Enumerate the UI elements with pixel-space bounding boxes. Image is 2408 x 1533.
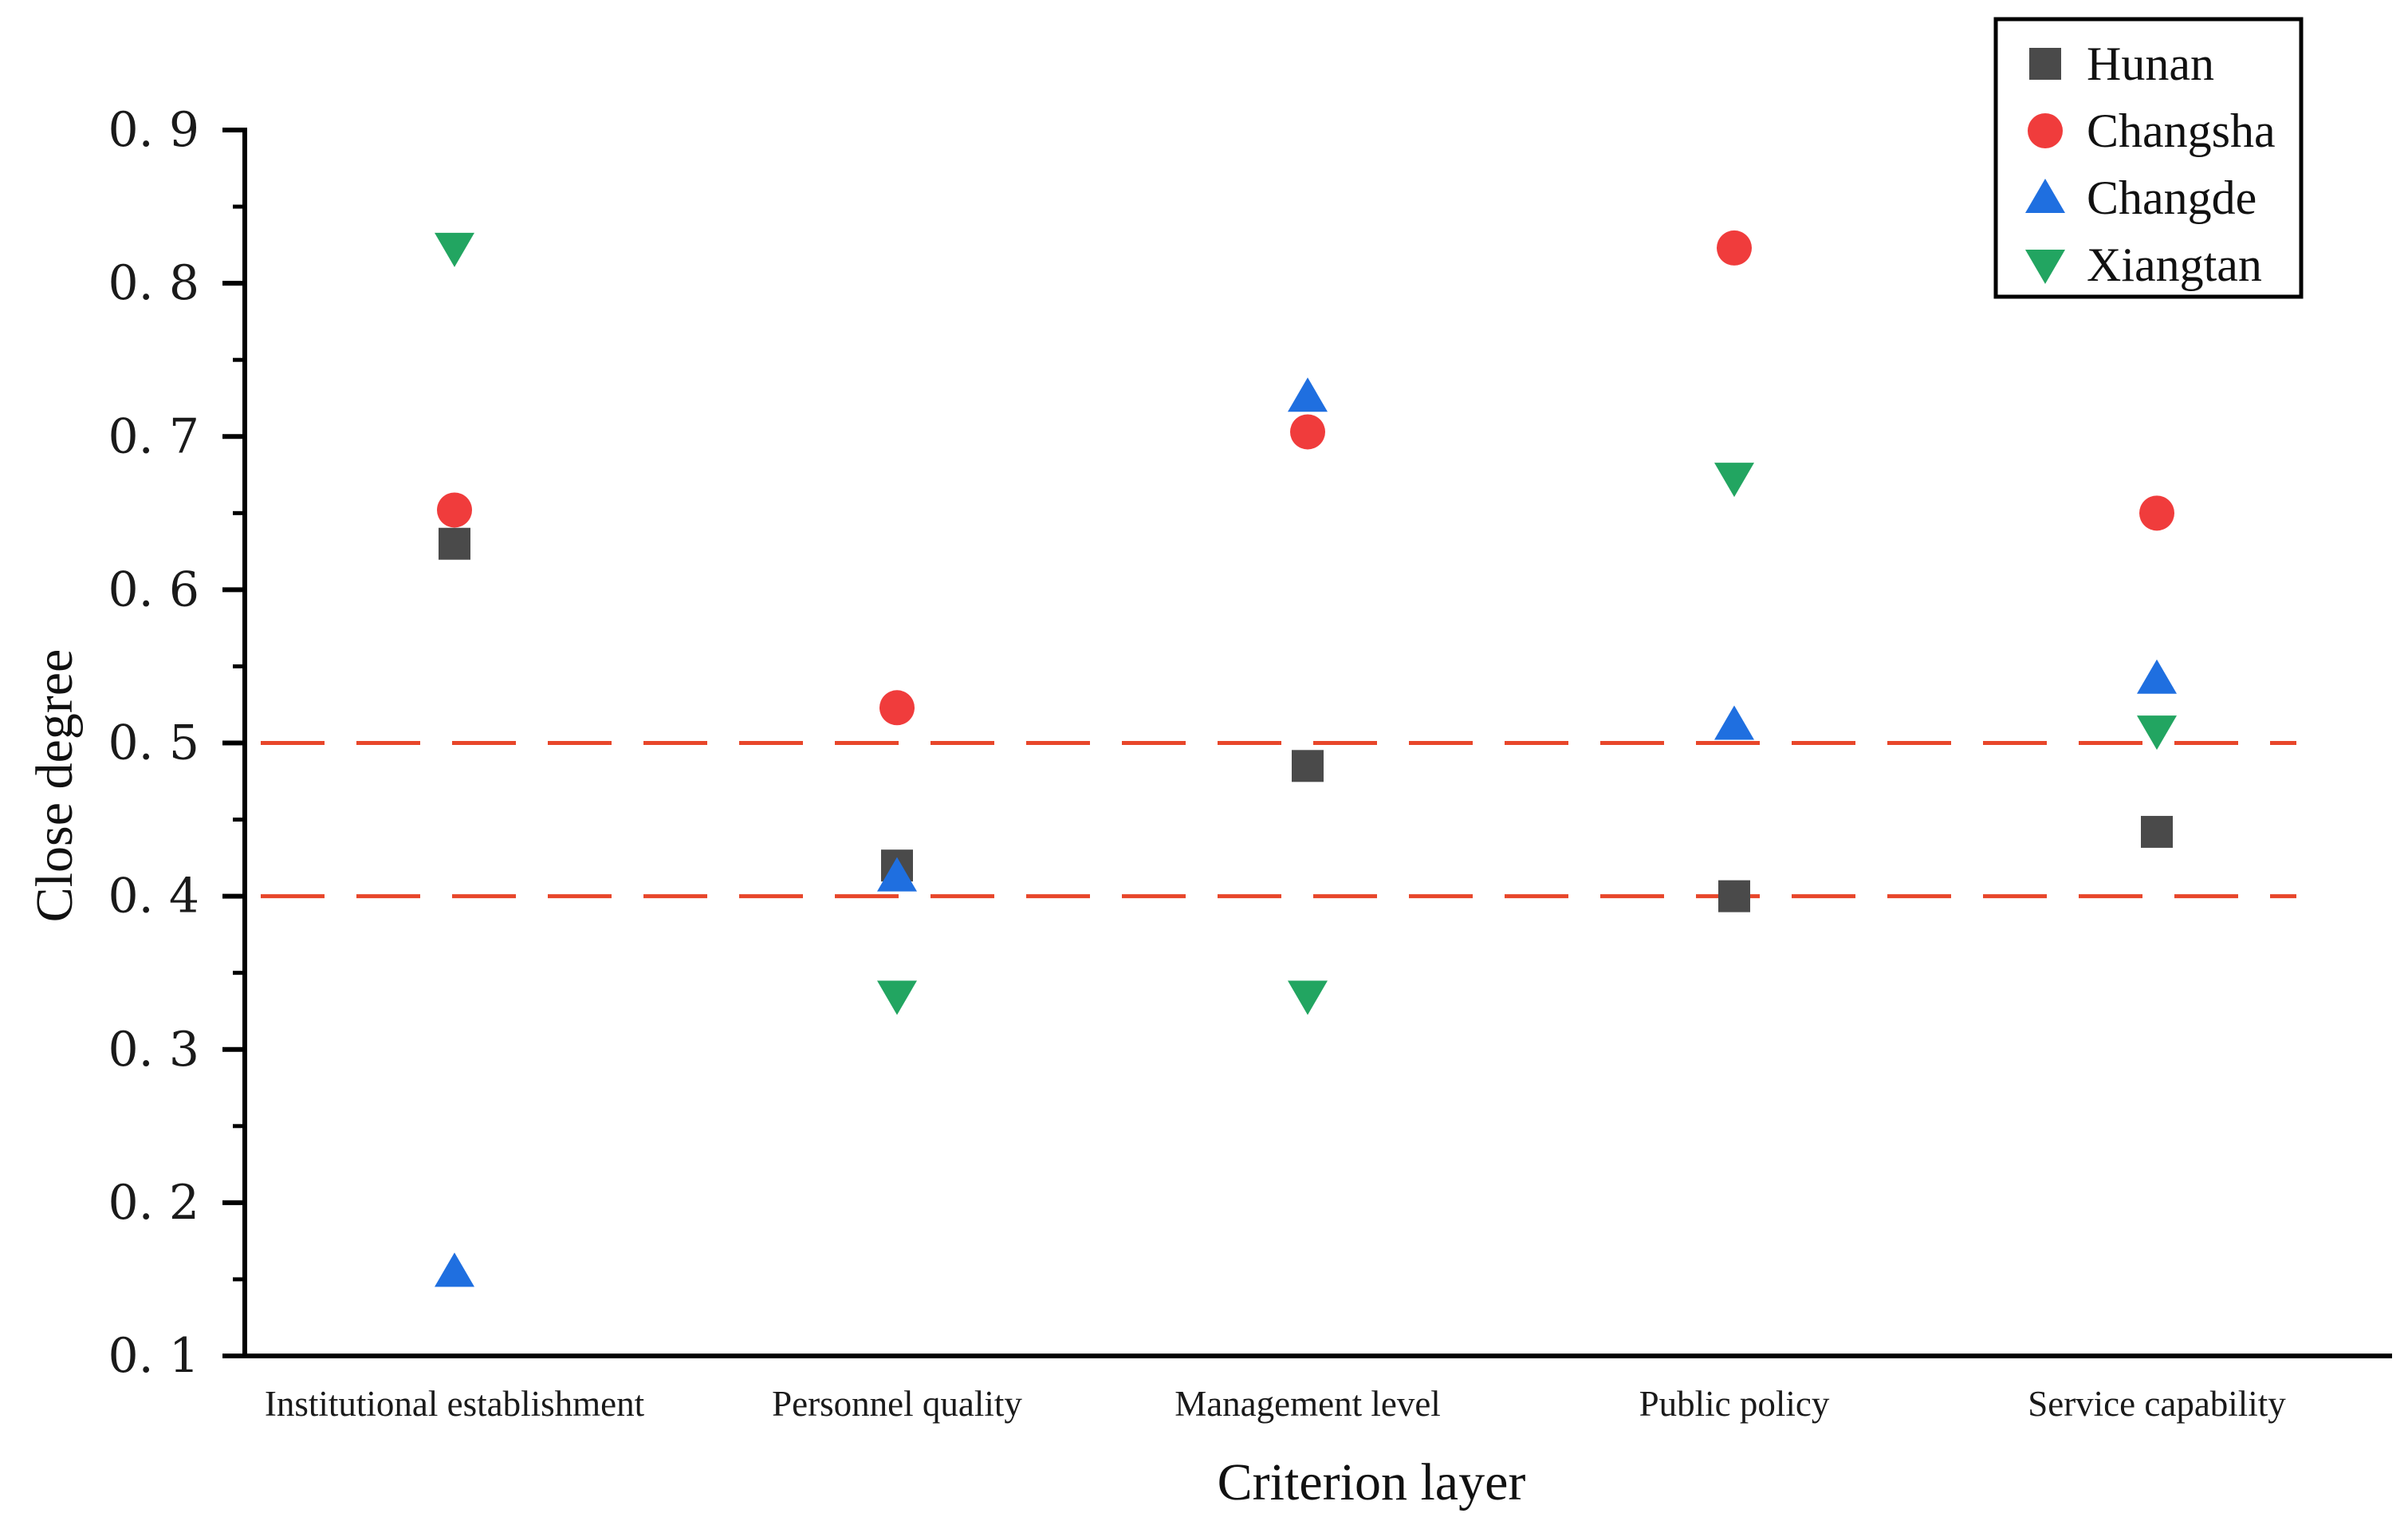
x-category-labels: Institutional establishment Personnel qua…	[265, 1384, 2286, 1424]
reference-lines	[261, 741, 2296, 899]
data-point-changde	[435, 1252, 474, 1287]
y-tick-label: 0. 4	[108, 869, 200, 924]
data-point-xiangtan	[435, 232, 474, 267]
x-category-label: Service capability	[2028, 1384, 2286, 1424]
y-tick-label: 0. 6	[108, 562, 200, 617]
data-point-xiangtan	[1714, 463, 1754, 498]
legend-marker-changsha	[2028, 113, 2063, 148]
data-point-changsha	[1290, 414, 1325, 450]
data-point-changde	[2137, 659, 2177, 694]
x-category-label: Management level	[1174, 1384, 1441, 1424]
data-point-changde	[1714, 705, 1754, 740]
data-point-xiangtan	[1288, 980, 1328, 1015]
data-point-changsha	[2139, 495, 2174, 531]
y-axis-title: Close degree	[26, 649, 84, 923]
legend-label: Xiangtan	[2087, 238, 2262, 291]
data-point-hunan	[1292, 750, 1324, 782]
y-ticks: 0. 1 0. 2 0. 3 0. 4 0. 5 0. 6 0. 7 0. 8 0. 9	[108, 102, 245, 1384]
data-point-changsha	[1717, 230, 1752, 266]
y-tick-label: 0. 3	[108, 1022, 200, 1078]
data-point-hunan	[2141, 815, 2173, 848]
x-category-label: Institutional establishment	[265, 1384, 645, 1424]
x-category-label: Public policy	[1639, 1384, 1830, 1424]
legend-label: Changsha	[2087, 104, 2276, 157]
data-point-hunan	[1718, 880, 1750, 912]
y-tick-label: 0. 8	[108, 255, 200, 311]
legend-marker-changde	[2025, 179, 2065, 213]
data-points	[435, 230, 2177, 1287]
x-category-label: Personnel quality	[772, 1384, 1022, 1424]
y-tick-label: 0. 2	[108, 1175, 200, 1231]
x-axis-title: Criterion layer	[1218, 1453, 1526, 1511]
data-point-changsha	[879, 690, 915, 726]
legend-marker-hunan	[2029, 48, 2061, 80]
legend-label: Hunan	[2087, 37, 2214, 90]
data-point-changde	[1288, 377, 1328, 412]
y-tick-label: 0. 7	[108, 408, 200, 464]
y-tick-label: 0. 5	[108, 715, 200, 771]
legend-label: Changde	[2087, 171, 2257, 224]
y-tick-label: 0. 9	[108, 102, 200, 158]
data-point-xiangtan	[877, 980, 917, 1015]
data-point-changde	[877, 857, 917, 892]
y-tick-label: 0. 1	[108, 1328, 200, 1384]
data-point-hunan	[439, 527, 470, 560]
legend-marker-xiangtan	[2025, 250, 2065, 284]
legend: Hunan Changsha Changde Xiangtan	[1993, 17, 2304, 299]
data-point-xiangtan	[2137, 715, 2177, 751]
data-point-changsha	[437, 492, 472, 528]
